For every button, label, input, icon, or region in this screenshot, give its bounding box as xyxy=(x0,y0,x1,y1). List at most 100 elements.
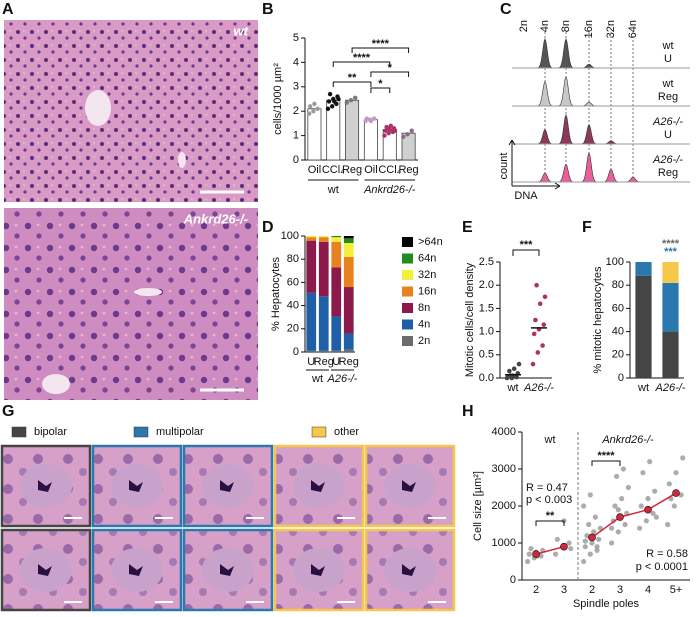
trend-segment xyxy=(535,545,565,555)
chromosomes xyxy=(402,480,416,492)
ploidy-label: 4n xyxy=(539,20,551,32)
data-point xyxy=(382,133,387,138)
data-point xyxy=(589,540,595,546)
x-tick-label: Reg xyxy=(398,164,418,176)
image-label: wt xyxy=(234,23,249,38)
bar-segment xyxy=(343,256,354,288)
panel-letter: F xyxy=(582,219,592,236)
data-point xyxy=(348,98,354,103)
data-point xyxy=(645,496,651,502)
data-point xyxy=(306,111,312,116)
y-tick-label: 40 xyxy=(287,300,299,312)
data-point xyxy=(640,470,646,476)
x-tick-label: Oil xyxy=(308,164,321,176)
data-point xyxy=(609,525,615,531)
histology-image xyxy=(4,20,258,202)
axis-arrow xyxy=(508,139,561,190)
significance-label: **** xyxy=(372,38,390,50)
mean-point xyxy=(532,550,540,558)
legend-label: 4n xyxy=(418,318,430,330)
y-tick-label: 20 xyxy=(612,349,624,361)
data-point xyxy=(581,558,587,565)
panel-letters: A B C D E F G H xyxy=(2,1,592,420)
data-point xyxy=(535,350,541,355)
bar-segment xyxy=(318,236,329,238)
significance-bracket xyxy=(332,61,391,67)
panel-a: wt Ankrd26-/- xyxy=(4,20,258,400)
data-point xyxy=(568,545,574,552)
chromosomes xyxy=(220,480,234,492)
vessel xyxy=(85,90,111,126)
data-point xyxy=(312,101,317,107)
data-point xyxy=(594,547,600,554)
mean-point xyxy=(588,533,596,542)
bar-segment xyxy=(306,292,317,351)
group-label: Ankrd26-/- xyxy=(363,184,416,196)
data-point xyxy=(307,104,313,109)
histogram xyxy=(512,37,645,69)
bar-segment xyxy=(662,331,679,378)
bar-segment xyxy=(331,316,342,351)
x-tick-label: CCl₄ xyxy=(322,164,345,176)
data-point xyxy=(541,322,547,327)
data-point xyxy=(652,488,658,494)
x-tick-label: Reg xyxy=(314,356,334,368)
legend-label: 32n xyxy=(418,269,436,281)
x-tick-label: 4 xyxy=(645,584,651,596)
data-point xyxy=(409,128,414,133)
data-point xyxy=(385,126,390,131)
data-point xyxy=(311,109,316,114)
y-tick-label: 60 xyxy=(612,302,624,314)
y-tick-label: 1.5 xyxy=(479,302,494,314)
data-point xyxy=(364,116,369,121)
y-tick-label: 80 xyxy=(287,253,299,265)
ploidy-label: 2n xyxy=(518,20,530,32)
mean-point xyxy=(560,542,568,551)
significance-bracket xyxy=(351,47,410,53)
y-tick-label: 2.0 xyxy=(479,279,494,291)
significance-label: * xyxy=(378,78,383,90)
data-point xyxy=(587,492,593,498)
bar-segment xyxy=(635,262,652,276)
ploidy-label: 64n xyxy=(627,20,639,38)
data-point xyxy=(582,538,588,544)
x-tick-label: U xyxy=(332,356,340,368)
significance-label: **** xyxy=(662,238,680,250)
row-label: wt xyxy=(662,78,674,90)
legend-swatch xyxy=(402,237,413,247)
panel-c: 2n 4n 8n 16n 32n 64nwtUwtRegA26-/-UA26-/-Regc… xyxy=(498,20,690,202)
bar-segment xyxy=(331,350,342,352)
histogram xyxy=(512,75,645,107)
data-point xyxy=(353,95,358,100)
x-tick-label: Reg xyxy=(342,164,362,176)
chromosomes xyxy=(220,564,234,576)
x-tick-label: 2 xyxy=(533,584,539,596)
histogram xyxy=(512,151,645,183)
annotation: R = 0.47 xyxy=(526,482,568,494)
mean-point xyxy=(616,513,624,521)
legend-swatch xyxy=(133,426,149,438)
y-tick-label: 100 xyxy=(281,230,299,242)
panel-letter: G xyxy=(2,403,14,420)
bar-segment xyxy=(306,350,317,352)
vessel xyxy=(134,288,162,296)
data-point xyxy=(533,317,538,323)
significance-bracket xyxy=(535,520,565,526)
row-label: wt xyxy=(662,40,674,52)
y-axis-label: % mitotic hepatocytes xyxy=(592,266,604,373)
panel-g: bipolar multipolar other xyxy=(0,426,456,612)
significance-label: * xyxy=(388,62,393,74)
legend-swatch xyxy=(402,270,413,280)
vessel xyxy=(42,374,70,394)
legend-swatch xyxy=(11,426,27,438)
trend-segment xyxy=(619,508,649,518)
chromosomes xyxy=(38,480,52,492)
legend-label: 8n xyxy=(418,302,430,314)
data-point xyxy=(609,540,615,546)
bar-segment xyxy=(306,240,317,293)
bar-segment xyxy=(343,287,354,334)
data-point xyxy=(680,455,686,461)
data-point xyxy=(671,503,677,509)
significance-bracket xyxy=(370,87,391,93)
